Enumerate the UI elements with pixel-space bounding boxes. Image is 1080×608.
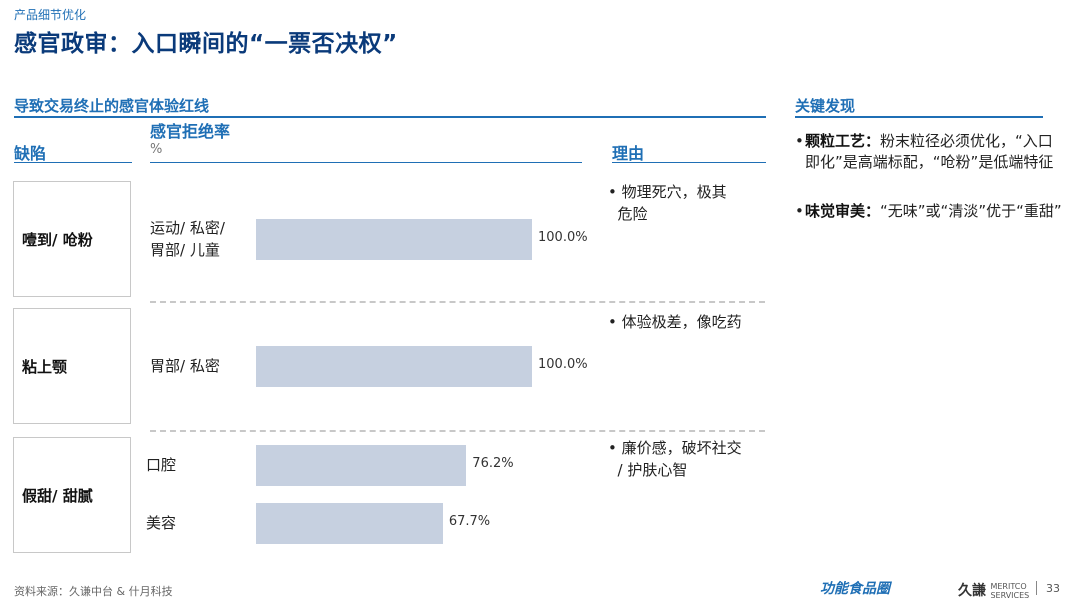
meritco-logo-en1: MERITCO: [990, 582, 1027, 591]
finding-text: 粉末粒径必须优化，“入口即化”是高端标配，“呛粉”是低端特征: [805, 132, 1054, 171]
defect-label: 粘上颚: [22, 357, 68, 376]
right-section-rule: [795, 116, 1043, 118]
column-header-defect: 缺陷: [14, 144, 47, 163]
kicker: 产品细节优化: [14, 8, 87, 22]
bar-category-label: 口腔: [146, 456, 177, 474]
column-header-rate-unit: %: [150, 142, 163, 157]
defect-header-rule: [14, 162, 132, 163]
bar-category-label: 运动/ 私密/ 胃部/ 儿童: [150, 219, 225, 259]
bar-value-label: 100.0%: [538, 357, 588, 372]
row-separator: [150, 301, 765, 303]
meritco-logo: 久謙 MERITCO SERVICES: [958, 580, 1029, 600]
left-section-title: 导致交易终止的感官体验红线: [14, 97, 210, 115]
source-note: 资料来源：久谦中台 & 什月科技: [14, 585, 173, 598]
page-number: 33: [1046, 582, 1060, 595]
finding-head: 味觉审美：: [805, 202, 881, 220]
defect-label: 假甜/ 甜腻: [22, 486, 93, 505]
finding-item: • 颗粒工艺：粉末粒径必须优化，“入口即化”是高端标配，“呛粉”是低端特征: [795, 132, 1054, 171]
bar: [256, 444, 467, 486]
meritco-logo-en2: SERVICES: [990, 591, 1030, 600]
left-section-rule: [14, 116, 766, 118]
defect-box-sticky: 粘上颚: [13, 308, 131, 424]
finding-head: 颗粒工艺：: [805, 132, 881, 150]
defect-box-choking: 噎到/ 呛粉: [13, 181, 131, 297]
finding-item: • 味觉审美：“无味”或“清淡”优于“重甜”: [795, 202, 1062, 220]
rate-header-rule: [150, 162, 582, 163]
bar: [256, 502, 443, 544]
reason-text: • 物理死穴，极其 危险: [608, 183, 727, 223]
row-separator: [150, 430, 765, 432]
bar-value-label: 100.0%: [538, 230, 588, 245]
column-header-rate: 感官拒绝率: [150, 122, 231, 141]
defect-box-sweet: 假甜/ 甜腻: [13, 437, 131, 553]
bar-category-label: 美容: [146, 514, 177, 532]
page-title: 感官政审：入口瞬间的“一票否决权”: [14, 31, 398, 57]
bar: [256, 345, 532, 387]
bar: [256, 218, 532, 260]
meritco-logo-cn: 久謙: [958, 583, 986, 599]
footer-separator: [1036, 581, 1037, 595]
finding-text: “无味”或“清淡”优于“重甜”: [880, 202, 1062, 220]
functional-food-logo: 功能食品圈: [820, 581, 890, 597]
reason-text: • 体验极差，像吃药: [608, 313, 742, 331]
reason-header-rule: [612, 162, 766, 163]
right-section-title: 关键发现: [795, 97, 856, 115]
reason-text: • 廉价感，破坏社交 / 护肤心智: [608, 439, 742, 479]
bar-value-label: 67.7%: [448, 514, 491, 529]
defect-label: 噎到/ 呛粉: [22, 230, 93, 249]
bar-category-label: 胃部/ 私密: [150, 357, 220, 375]
bar-value-label: 76.2%: [472, 456, 514, 471]
column-header-reason: 理由: [612, 144, 645, 163]
